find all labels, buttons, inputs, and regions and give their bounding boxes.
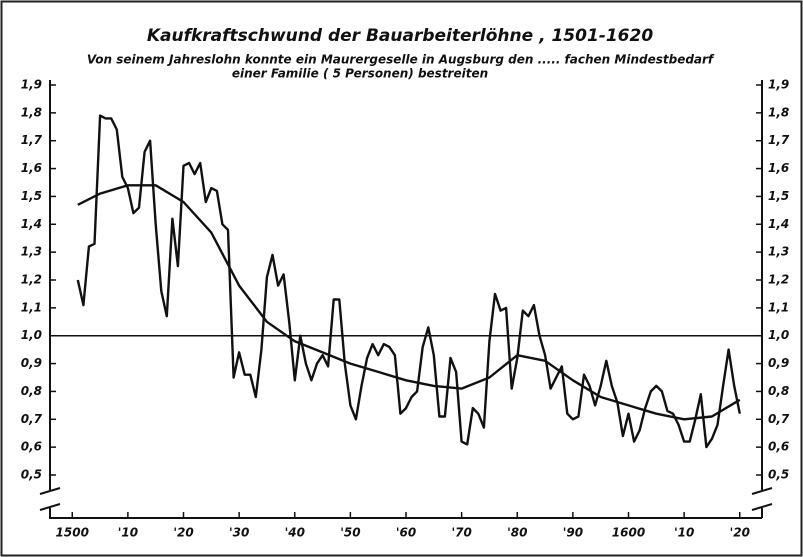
axis-break <box>751 487 773 511</box>
y-tick-label: 1,1 <box>21 300 42 314</box>
y2-tick-label: 0,8 <box>768 384 789 398</box>
y-tick-label: 1,7 <box>21 133 43 147</box>
axes <box>49 80 763 519</box>
y2-tick-label: 1,2 <box>768 273 789 287</box>
y-tick-label: 1,2 <box>21 273 42 287</box>
y-tick-label: 1,3 <box>21 245 42 259</box>
chart-subtitle: Von seinem Jahreslohn konnte ein Maurerg… <box>87 53 715 67</box>
x-tick-label: 1500 <box>56 526 89 540</box>
axis-break <box>39 487 61 511</box>
line <box>77 184 741 421</box>
x-tick-label: '40 <box>285 526 305 540</box>
y-tick-label: 1,8 <box>21 105 42 119</box>
chart-subtitle: einer Familie ( 5 Personen) bestreiten <box>232 67 488 81</box>
y2-tick-label: 0,7 <box>768 412 790 426</box>
x-tick-label: 1600 <box>612 526 645 540</box>
y2-tick-label: 1,3 <box>768 245 789 259</box>
x-tick-label: '10 <box>118 526 138 540</box>
y-tick-label: 1,6 <box>21 161 42 175</box>
y-tick-label: 0,7 <box>21 412 43 426</box>
y2-tick-label: 0,5 <box>768 468 789 482</box>
y2-tick-label: 1,0 <box>768 328 789 342</box>
axis-breaks <box>39 80 773 519</box>
x-tick-label: '90 <box>563 526 583 540</box>
y-tick-label: 1,9 <box>21 78 42 92</box>
y2-tick-label: 1,6 <box>768 161 789 175</box>
y2-tick-label: 1,1 <box>768 300 789 314</box>
y2-tick-label: 1,5 <box>768 189 789 203</box>
y-tick-label: 0,6 <box>21 440 42 454</box>
x-tick-label: '80 <box>507 526 527 540</box>
y2-tick-label: 1,9 <box>768 78 789 92</box>
y-tick-label: 1,4 <box>21 217 42 231</box>
y2-tick-label: 1,7 <box>768 133 790 147</box>
x-tick-label: '60 <box>396 526 416 540</box>
chart-title: Kaufkraftschwund der Bauarbeiterlöhne , … <box>147 26 653 46</box>
x-tick-label: '70 <box>451 526 471 540</box>
y-tick-label: 0,8 <box>21 384 42 398</box>
x-tick-label: '20 <box>173 526 193 540</box>
y-tick-label: 0,5 <box>21 468 42 482</box>
y2-tick-label: 1,4 <box>768 217 789 231</box>
x-tick-label: '50 <box>340 526 360 540</box>
y2-tick-label: 0,9 <box>768 356 789 370</box>
y-tick-label: 1,0 <box>21 328 42 342</box>
line <box>76 114 741 449</box>
y2-tick-label: 1,8 <box>768 105 789 119</box>
x-tick-label: '10 <box>674 526 694 540</box>
y2-tick-label: 0,6 <box>768 440 789 454</box>
y-tick-label: 0,9 <box>21 356 42 370</box>
x-tick-label: '30 <box>229 526 249 540</box>
y-tick-label: 1,5 <box>21 189 42 203</box>
x-tick-label: '20 <box>730 526 750 540</box>
